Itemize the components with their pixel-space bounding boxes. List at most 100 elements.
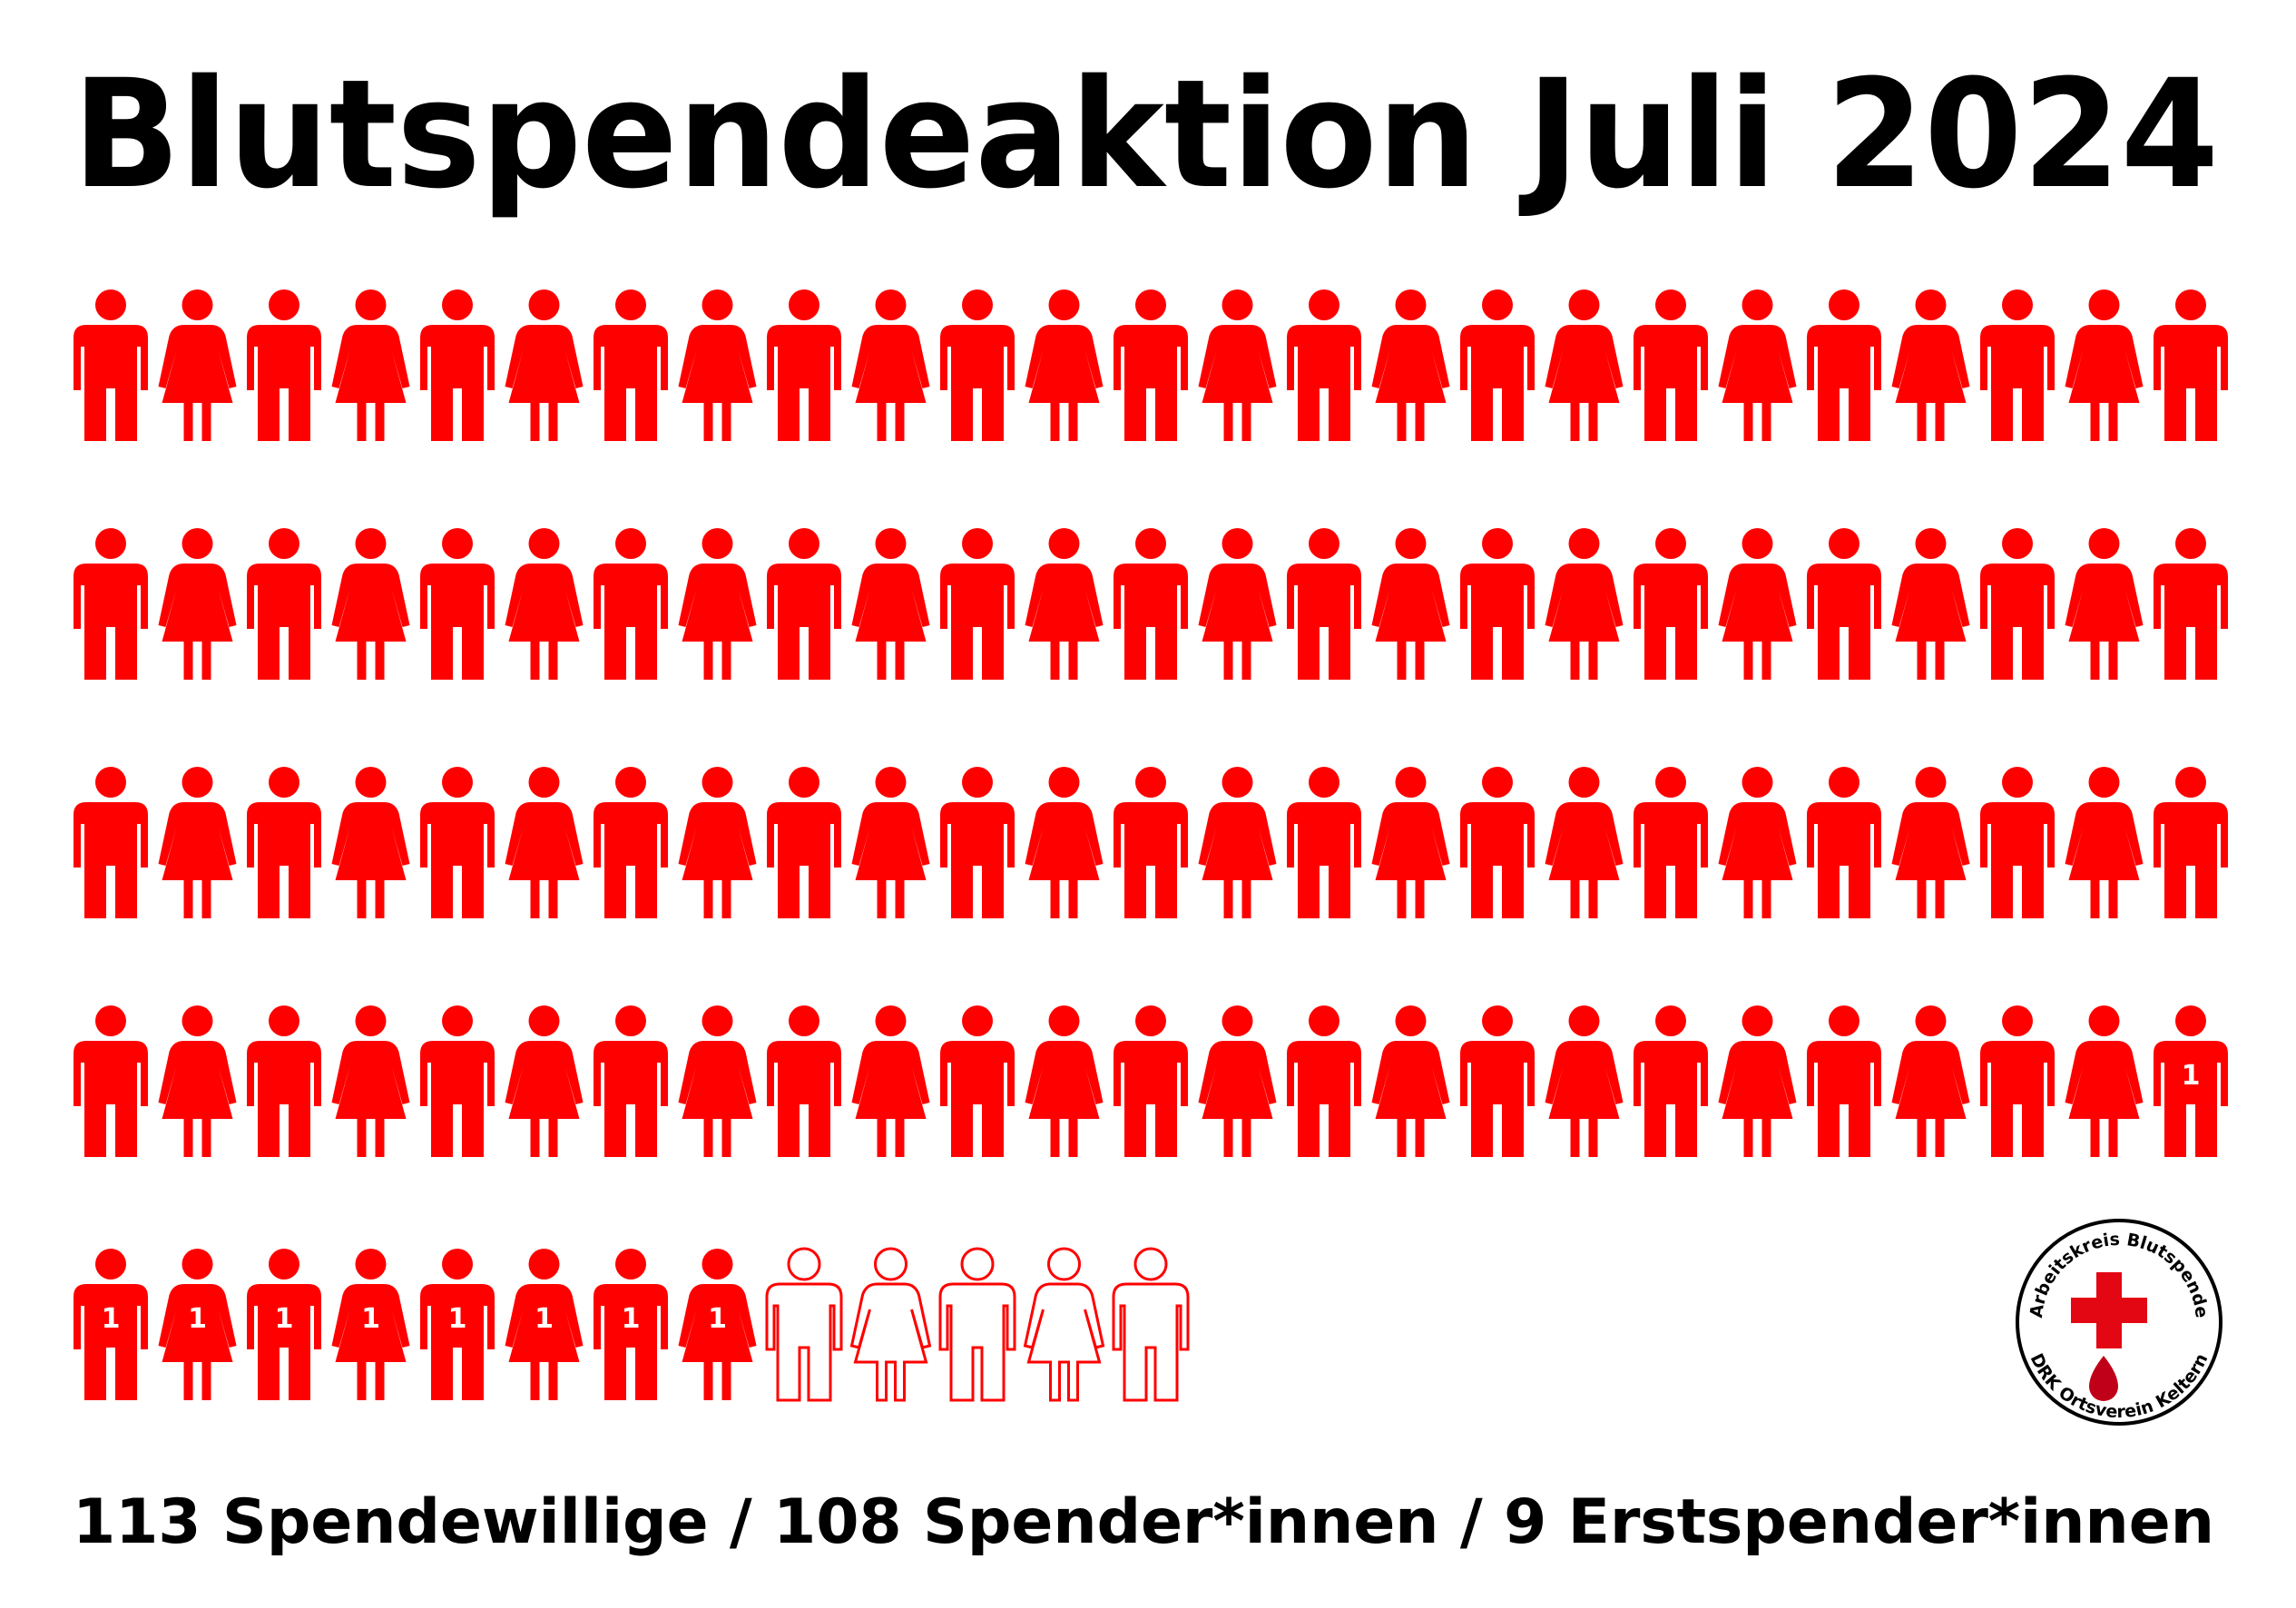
icon-head xyxy=(269,767,299,798)
icon-head xyxy=(355,767,387,798)
donor-icon xyxy=(678,767,757,918)
donor-icon xyxy=(1198,767,1277,918)
icon-body xyxy=(331,1041,410,1157)
icon-head xyxy=(1829,767,1859,798)
icon-head xyxy=(1222,1005,1253,1036)
icon-head xyxy=(962,528,993,559)
caption-separator: / xyxy=(730,1486,752,1558)
icon-body xyxy=(247,564,321,680)
icon-head xyxy=(1133,1247,1168,1281)
volunteer-icon xyxy=(849,1247,932,1402)
icon-head xyxy=(1135,289,1166,320)
icon-body xyxy=(74,1041,148,1157)
icon-head xyxy=(789,767,819,798)
icon-head xyxy=(1047,1247,1081,1281)
icon-body xyxy=(1718,1041,1797,1157)
donor-icon xyxy=(767,1005,841,1157)
icon-head xyxy=(95,528,126,559)
donor-icon xyxy=(767,767,841,918)
icon-body xyxy=(420,1284,495,1400)
icon-body xyxy=(594,1284,668,1400)
donor-icon xyxy=(420,1005,495,1157)
icon-head xyxy=(269,528,299,559)
icon-body xyxy=(247,1284,321,1400)
icon-body xyxy=(940,564,1015,680)
icon-body xyxy=(74,325,148,441)
donor-icon xyxy=(1891,767,1970,918)
icon-head xyxy=(95,1249,126,1280)
donor-icon xyxy=(1460,289,1535,441)
donor-icon xyxy=(2154,289,2228,441)
icon-body xyxy=(74,1284,148,1400)
icon-body xyxy=(938,1282,1016,1402)
icon-body xyxy=(765,1282,843,1402)
icon-head xyxy=(182,289,213,320)
caption-first: 9 Erstspender*innen xyxy=(1504,1486,2214,1558)
icon-head xyxy=(1048,767,1080,798)
donor-icon xyxy=(940,289,1015,441)
icon-body xyxy=(678,564,757,680)
icon-body xyxy=(1025,1041,1104,1157)
donor-icon: 1 xyxy=(594,1249,668,1400)
icon-body xyxy=(1634,325,1708,441)
icon-head xyxy=(1655,767,1686,798)
icon-body xyxy=(2154,1041,2228,1157)
volunteer-icon xyxy=(1112,1247,1190,1402)
icon-body xyxy=(1287,802,1361,918)
icon-head xyxy=(1309,289,1339,320)
donor-icon xyxy=(1287,289,1361,441)
icon-head xyxy=(1222,528,1253,559)
icon-body xyxy=(1807,564,1881,680)
icon-head xyxy=(615,767,646,798)
donor-icon xyxy=(1807,528,1881,680)
donor-icon xyxy=(1198,1005,1277,1157)
donor-icon: 1 xyxy=(158,1249,237,1400)
icon-body xyxy=(1287,1041,1361,1157)
icon-body xyxy=(1371,564,1450,680)
icon-head xyxy=(2175,767,2206,798)
donor-icon xyxy=(1634,1005,1708,1157)
icon-head xyxy=(528,528,560,559)
icon-body xyxy=(1718,564,1797,680)
icon-body xyxy=(678,1284,757,1400)
icon-head xyxy=(1568,289,1600,320)
donor-icon xyxy=(505,767,584,918)
icon-body xyxy=(158,1041,237,1157)
donor-icon xyxy=(1287,528,1361,680)
icon-head xyxy=(2088,289,2120,320)
icon-head xyxy=(702,767,733,798)
donor-icon xyxy=(2065,528,2144,680)
icon-head xyxy=(528,1249,560,1280)
icon-body xyxy=(1198,1041,1277,1157)
icon-body xyxy=(851,802,930,918)
donor-icon xyxy=(767,289,841,441)
icon-body xyxy=(767,564,841,680)
donor-icon: 1 xyxy=(74,1249,148,1400)
donor-icon xyxy=(158,767,237,918)
icon-body xyxy=(1287,564,1361,680)
icon-body xyxy=(1287,325,1361,441)
icon-head xyxy=(2002,767,2033,798)
icon-body xyxy=(1371,1041,1450,1157)
icon-head xyxy=(442,1249,473,1280)
icon-head xyxy=(1395,1005,1427,1036)
icon-body xyxy=(331,1284,410,1400)
donor-icon xyxy=(1371,289,1450,441)
icon-body xyxy=(1114,1041,1188,1157)
donor-icon xyxy=(851,528,930,680)
donor-icon xyxy=(1718,528,1797,680)
icon-head xyxy=(528,1005,560,1036)
first-donor-marker: 1 xyxy=(275,1303,294,1335)
donor-icon xyxy=(1545,289,1624,441)
icon-head xyxy=(1742,289,1773,320)
donor-icon xyxy=(1025,289,1104,441)
donor-icon xyxy=(74,289,148,441)
volunteer-icon xyxy=(765,1247,843,1402)
icon-head xyxy=(787,1247,821,1281)
donor-icon xyxy=(1980,1005,2055,1157)
first-donor-marker: 1 xyxy=(622,1303,641,1335)
icon-body xyxy=(1980,564,2055,680)
donor-icon xyxy=(767,528,841,680)
icon-body xyxy=(678,802,757,918)
